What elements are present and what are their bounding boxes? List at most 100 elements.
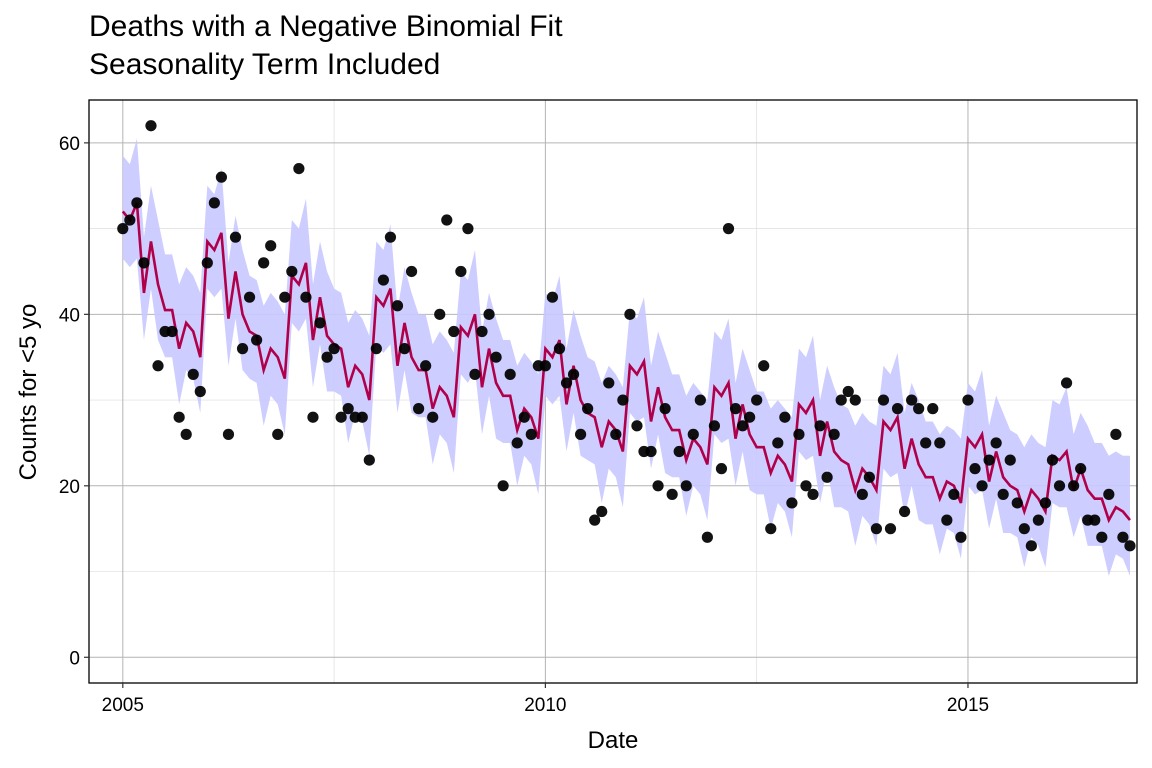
data-point [138,257,150,269]
data-point [828,428,840,440]
data-point [335,411,347,423]
data-point [948,488,960,500]
data-point [814,420,826,432]
data-point [631,420,643,432]
data-point [286,265,298,278]
data-point [194,385,206,398]
data-point [377,274,389,286]
data-point [370,343,382,355]
axes: 0 20 40 60 2005 2010 2015 [59,134,989,716]
data-point [300,291,312,303]
ribbon-layer [122,138,1130,576]
data-point [152,360,164,372]
data-point [807,488,819,500]
data-point [765,523,777,535]
data-point [173,411,185,423]
data-point [567,368,580,380]
chart-subtitle: Seasonality Term Included [89,48,441,81]
data-point [497,480,509,492]
data-point [483,308,495,320]
data-point [166,325,178,338]
y-tick-label: 60 [59,134,80,155]
data-point [504,368,516,380]
point-layer [117,120,1136,552]
data-point [1089,514,1101,526]
data-point [525,428,537,440]
data-point [511,437,523,449]
data-point [680,480,692,492]
data-point [927,403,939,415]
data-point [539,360,551,372]
data-point [610,428,622,440]
data-point [617,394,629,406]
data-point [976,480,988,492]
data-point [715,463,728,475]
data-point [236,343,249,355]
data-point [934,437,946,449]
data-point [384,231,397,243]
data-point [751,394,763,406]
data-point [842,385,854,398]
data-point [1046,454,1059,466]
line-layer [121,202,1131,524]
data-point [891,403,904,415]
data-point [1110,428,1122,440]
data-point [1068,480,1080,492]
data-point [708,420,721,432]
data-point [849,394,861,406]
data-point [863,471,875,483]
data-point [821,471,833,483]
data-point [448,325,460,338]
data-point [131,197,143,209]
data-point [1032,514,1044,526]
data-point [736,420,749,432]
data-point [898,505,911,518]
x-tick-label: 2010 [524,695,566,716]
data-point [427,411,439,423]
y-tick-label: 20 [59,477,80,498]
data-point [208,197,220,209]
data-point [413,403,425,415]
data-point [722,223,735,235]
data-point [645,445,657,458]
plot-panel-border [88,99,1138,684]
data-point [469,368,481,380]
data-point [772,437,784,449]
data-point [701,531,713,543]
data-point [793,428,805,440]
data-point [490,351,502,363]
data-point [265,240,277,252]
y-tick-label: 40 [59,305,80,326]
data-point [1053,480,1066,492]
data-point [800,480,812,492]
data-point [1004,454,1016,466]
y-tick-label: 0 [69,648,80,669]
data-point [575,428,587,440]
data-point [758,360,770,372]
data-point [1124,540,1136,552]
data-point [518,411,530,423]
data-point [729,403,742,415]
data-point [884,523,897,535]
data-point [589,514,601,526]
data-point [222,428,235,440]
data-point [356,411,368,423]
data-point [941,514,953,526]
data-point [342,403,354,415]
data-point [1039,497,1052,509]
y-axis-title: Counts for <5 yo [15,304,42,481]
fit-line [121,202,1131,524]
data-point [1025,540,1037,552]
data-point [1011,497,1023,509]
data-point [314,317,326,329]
data-point [560,377,573,389]
data-point [1103,488,1115,500]
data-point [420,360,432,372]
data-point [744,411,756,423]
data-point [1060,377,1073,389]
data-point [462,223,474,235]
data-point [596,505,608,518]
data-point [251,334,263,346]
data-point [1018,523,1030,535]
data-point [272,428,284,440]
